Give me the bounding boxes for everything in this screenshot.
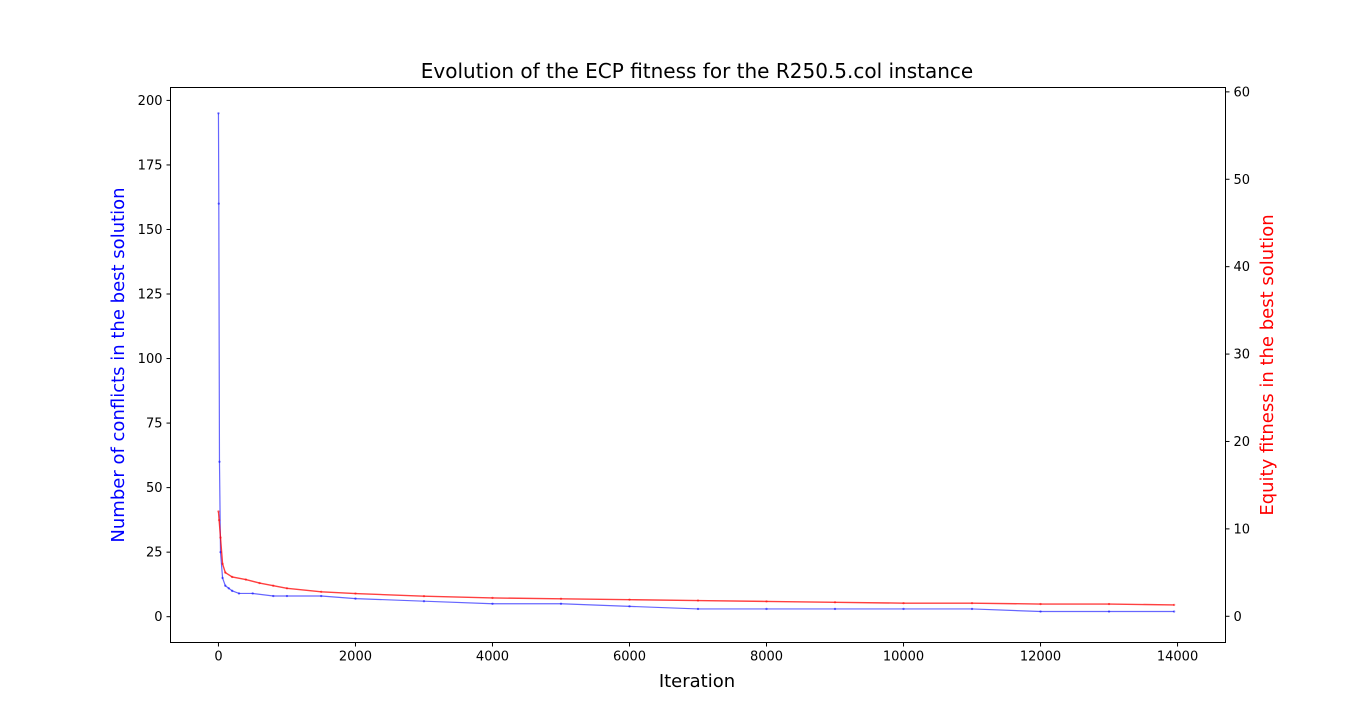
- data-point-equity-fitness-in-the-best-solution: [970, 601, 974, 605]
- x-tick-label: 0: [214, 650, 222, 665]
- data-point-equity-fitness-in-the-best-solution: [217, 518, 221, 522]
- plot-marks: [217, 112, 1176, 613]
- data-point-equity-fitness-in-the-best-solution: [422, 594, 426, 598]
- data-point-equity-fitness-in-the-best-solution: [285, 587, 289, 590]
- x-tick-label: 12000: [1020, 650, 1061, 665]
- data-point-number-of-conflicts-in-the-best-solution: [217, 202, 220, 205]
- y-right-tick-label: 20: [1234, 435, 1251, 450]
- data-point-number-of-conflicts-in-the-best-solution: [218, 460, 221, 463]
- x-tick-label: 2000: [339, 650, 372, 665]
- data-point-number-of-conflicts-in-the-best-solution: [221, 576, 224, 580]
- data-point-equity-fitness-in-the-best-solution: [696, 599, 700, 602]
- data-point-number-of-conflicts-in-the-best-solution: [285, 594, 289, 598]
- data-point-equity-fitness-in-the-best-solution: [224, 571, 227, 574]
- y-right-tick-label: 10: [1234, 522, 1251, 537]
- x-tick-label: 4000: [476, 650, 509, 665]
- data-point-equity-fitness-in-the-best-solution: [219, 536, 222, 539]
- y-left-tick-label: 25: [146, 546, 163, 561]
- data-point-number-of-conflicts-in-the-best-solution: [491, 602, 494, 605]
- y-right-tick-label: 0: [1234, 610, 1242, 625]
- data-point-equity-fitness-in-the-best-solution: [559, 597, 563, 600]
- data-point-number-of-conflicts-in-the-best-solution: [559, 602, 563, 605]
- data-point-number-of-conflicts-in-the-best-solution: [217, 112, 220, 115]
- data-point-equity-fitness-in-the-best-solution: [230, 575, 234, 579]
- y-left-tick-label: 175: [138, 158, 163, 173]
- data-point-equity-fitness-in-the-best-solution: [258, 581, 261, 585]
- x-axis: 0 2000 4000 6000 8000 10000 12000 14000: [214, 642, 1198, 665]
- data-point-equity-fitness-in-the-best-solution: [1039, 602, 1042, 606]
- data-point-equity-fitness-in-the-best-solution: [221, 562, 224, 566]
- data-point-number-of-conflicts-in-the-best-solution: [422, 600, 426, 603]
- data-point-number-of-conflicts-in-the-best-solution: [1039, 610, 1042, 613]
- y-right-tick-label: 50: [1234, 173, 1251, 188]
- y-axis-left: 0 25 50 75 100 125 150 175 200: [138, 94, 171, 625]
- data-point-number-of-conflicts-in-the-best-solution: [251, 592, 254, 595]
- data-point-number-of-conflicts-in-the-best-solution: [354, 597, 357, 600]
- series-line-number-of-conflicts-in-the-best-solution: [217, 113, 1175, 613]
- x-tick-label: 10000: [883, 650, 924, 665]
- data-point-number-of-conflicts-in-the-best-solution: [237, 592, 241, 595]
- data-point-number-of-conflicts-in-the-best-solution: [272, 594, 275, 598]
- data-point-number-of-conflicts-in-the-best-solution: [230, 589, 234, 593]
- y-left-tick-label: 125: [138, 288, 163, 303]
- data-point-equity-fitness-in-the-best-solution: [272, 584, 275, 587]
- x-tick-label: 8000: [750, 650, 783, 665]
- data-point-number-of-conflicts-in-the-best-solution: [970, 607, 974, 611]
- data-point-number-of-conflicts-in-the-best-solution: [224, 584, 227, 587]
- x-tick-label: 14000: [1157, 650, 1198, 665]
- data-point-equity-fitness-in-the-best-solution: [491, 596, 494, 600]
- x-axis-label: Iteration: [659, 671, 735, 692]
- y-axis-right-label: Equity fitness in the best solution: [1257, 214, 1278, 515]
- chart-title: Evolution of the ECP fitness for the R25…: [421, 59, 973, 83]
- data-point-number-of-conflicts-in-the-best-solution: [320, 594, 323, 598]
- data-point-equity-fitness-in-the-best-solution: [244, 578, 248, 581]
- data-point-equity-fitness-in-the-best-solution: [354, 592, 357, 595]
- data-point-equity-fitness-in-the-best-solution: [217, 510, 220, 513]
- y-left-tick-label: 75: [146, 417, 163, 432]
- y-right-tick-label: 40: [1234, 260, 1251, 275]
- plot-area-frame: [170, 87, 1226, 643]
- data-point-number-of-conflicts-in-the-best-solution: [628, 605, 631, 608]
- y-right-tick-label: 60: [1234, 85, 1251, 100]
- y-left-tick-label: 50: [146, 481, 163, 496]
- data-point-equity-fitness-in-the-best-solution: [765, 600, 768, 603]
- x-tick-label: 6000: [613, 650, 646, 665]
- data-point-number-of-conflicts-in-the-best-solution: [696, 607, 700, 611]
- data-point-equity-fitness-in-the-best-solution: [1172, 603, 1176, 607]
- y-axis-left-label: Number of conflicts in the best solution: [108, 187, 129, 542]
- y-left-tick-label: 100: [138, 352, 163, 367]
- y-left-tick-label: 200: [138, 94, 163, 109]
- data-point-equity-fitness-in-the-best-solution: [320, 590, 323, 594]
- data-point-equity-fitness-in-the-best-solution: [1107, 602, 1111, 606]
- data-point-number-of-conflicts-in-the-best-solution: [833, 607, 837, 611]
- data-point-number-of-conflicts-in-the-best-solution: [1172, 610, 1176, 613]
- data-point-equity-fitness-in-the-best-solution: [902, 601, 905, 605]
- data-point-number-of-conflicts-in-the-best-solution: [765, 607, 768, 611]
- data-point-number-of-conflicts-in-the-best-solution: [1107, 610, 1111, 613]
- data-point-number-of-conflicts-in-the-best-solution: [902, 607, 905, 611]
- y-axis-right: 0 10 20 30 40 50 60: [1225, 85, 1251, 625]
- y-right-tick-label: 30: [1234, 348, 1251, 363]
- data-point-equity-fitness-in-the-best-solution: [628, 598, 631, 601]
- y-left-tick-label: 0: [154, 610, 162, 625]
- y-left-tick-label: 150: [138, 223, 163, 238]
- data-point-equity-fitness-in-the-best-solution: [833, 601, 837, 604]
- series-line-equity-fitness-in-the-best-solution: [217, 511, 1175, 606]
- data-point-number-of-conflicts-in-the-best-solution: [227, 587, 230, 590]
